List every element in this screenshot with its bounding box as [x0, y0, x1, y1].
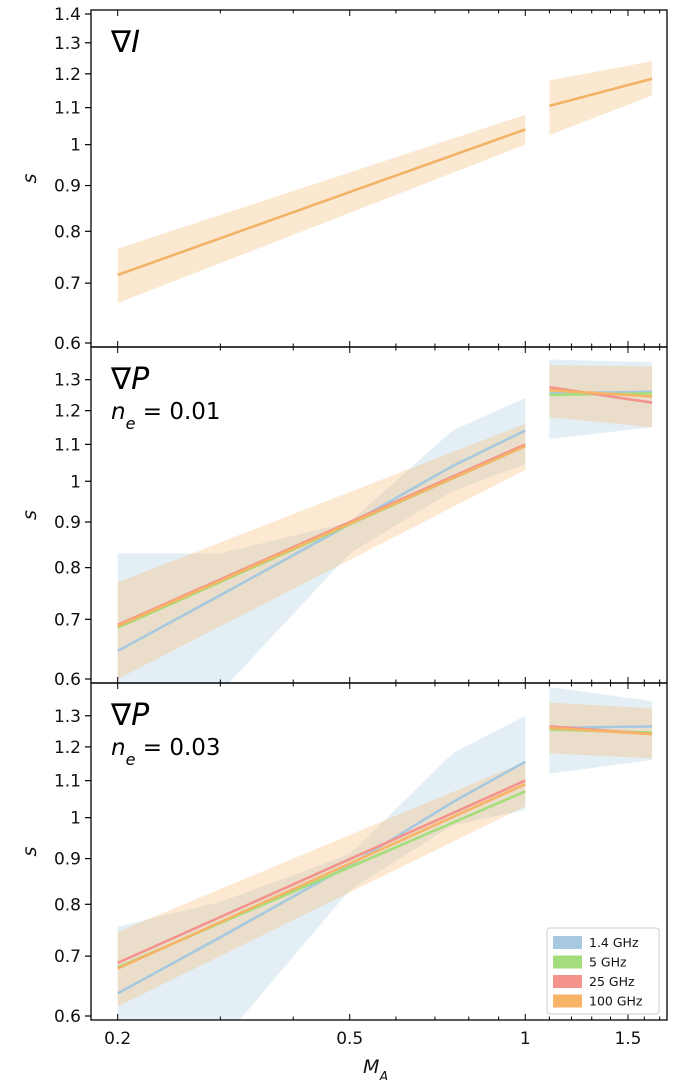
panel-subtitle: ne = 0.03: [111, 735, 221, 769]
panel-title: ∇P: [110, 362, 150, 397]
legend-label: 1.4 GHz: [589, 935, 639, 950]
y-tick-label: 1.3: [54, 34, 81, 54]
y-tick-label: 1.1: [54, 435, 81, 455]
y-tick-label: 0.9: [54, 513, 81, 533]
panel-1: 0.6 0.7 0.8 0.9 1 1.1 1.2 1.3 1.4 s ∇I: [19, 5, 668, 354]
legend-label: 25 GHz: [589, 974, 635, 989]
x-tick-label: 1.5: [614, 1029, 641, 1049]
legend-swatch: [553, 936, 582, 949]
legend-swatch: [553, 994, 582, 1008]
fit-line-100-ghz-seg1: [117, 783, 526, 970]
legend-swatch: [553, 975, 582, 988]
legend: 1.4 GHz 5 GHz 25 GHz 100 GHz: [546, 927, 660, 1015]
y-tick-label: 1.3: [54, 707, 81, 727]
legend-box: [546, 927, 660, 1015]
legend-swatch: [553, 955, 582, 969]
panel-subtitle: ne = 0.01: [111, 399, 221, 433]
confidence-band-100-ghz-seg1: [117, 423, 526, 679]
panel-title: ∇P: [110, 698, 150, 733]
y-tick-label: 1: [70, 136, 81, 156]
y-tick-label: 1.2: [54, 738, 81, 758]
fit-line-100-ghz-seg2: [549, 726, 653, 736]
confidence-band-1.4-ghz-seg2: [549, 359, 653, 440]
y-axis-label: s: [19, 173, 41, 183]
plot-area: [117, 687, 653, 1020]
x-tick-label: 1: [520, 1029, 531, 1049]
fit-line-series-seg2: [549, 77, 653, 108]
fit-line-1.4-ghz-seg1: [117, 760, 526, 995]
panel-3: 0.6 0.7 0.8 0.9 1 1.1 1.2 1.3 0.2 0.5 1 1.5 MA s ∇Pne …: [19, 682, 668, 1080]
y-tick-label: 1.4: [54, 5, 81, 25]
y-tick-label: 0.8: [54, 559, 81, 579]
confidence-band-1.4-ghz-seg1: [117, 715, 526, 1020]
y-tick-label: 0.7: [54, 274, 81, 294]
confidence-band-100-ghz-seg1: [117, 761, 526, 1007]
y-tick-label: 0.7: [54, 947, 81, 967]
plot-area: [117, 359, 653, 683]
panel-title: ∇I: [110, 25, 140, 60]
legend-label: 100 GHz: [589, 994, 643, 1009]
fit-line-100-ghz-seg2: [549, 389, 653, 398]
y-axis-label: s: [19, 510, 41, 520]
fit-line-series-seg1: [117, 128, 526, 277]
confidence-band-series-seg1: [117, 114, 526, 304]
confidence-band-series-seg2: [549, 61, 653, 136]
y-tick-label: 1.1: [54, 772, 81, 792]
x-axis-label: MA: [363, 1056, 388, 1080]
y-tick-label: 0.7: [54, 610, 81, 630]
fit-line-25-ghz-seg1: [117, 779, 526, 965]
panel-frame: [90, 682, 668, 1021]
y-tick-label: 1: [70, 809, 81, 829]
fit-line-25-ghz-seg2: [549, 385, 653, 404]
y-tick-label: 0.6: [54, 670, 81, 690]
panel-2: 0.6 0.7 0.8 0.9 1 1.1 1.2 1.3 s ∇Pne = 0.01: [19, 346, 668, 690]
x-tick-label: 0.2: [104, 1029, 131, 1049]
y-tick-label: 1.3: [54, 371, 81, 391]
y-tick-label: 1.1: [54, 99, 81, 119]
y-tick-label: 1.2: [54, 402, 81, 422]
x-tick-label: 0.5: [336, 1029, 363, 1049]
y-tick-label: 0.8: [54, 222, 81, 242]
legend-label: 5 GHz: [589, 955, 627, 970]
y-tick-label: 1: [70, 472, 81, 492]
y-tick-label: 0.6: [54, 334, 81, 354]
y-tick-label: 1.2: [54, 65, 81, 85]
y-tick-label: 0.8: [54, 895, 81, 915]
y-tick-label: 0.6: [54, 1007, 81, 1027]
plot-area: [117, 61, 653, 304]
y-tick-label: 0.9: [54, 177, 81, 197]
y-axis-label: s: [19, 846, 41, 856]
fit-line-100-ghz-seg1: [117, 444, 526, 628]
y-tick-label: 0.9: [54, 850, 81, 870]
